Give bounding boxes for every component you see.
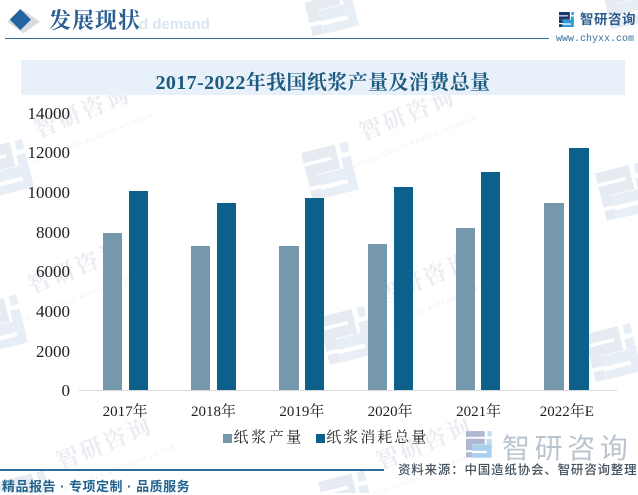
svg-text:d demand: d demand (139, 16, 210, 33)
